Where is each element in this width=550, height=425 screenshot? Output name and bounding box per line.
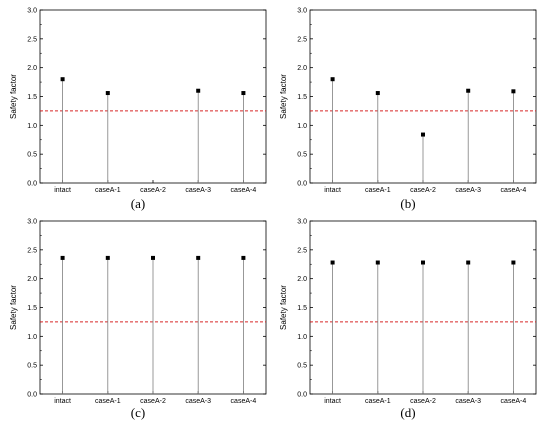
- data-point: [330, 260, 335, 265]
- y-tick-label: 1.0: [297, 334, 307, 341]
- y-tick-label: 3.0: [297, 8, 307, 15]
- data-point: [375, 260, 380, 265]
- x-tick-label: caseA-4: [501, 398, 527, 405]
- y-tick-label: 0.5: [27, 363, 37, 370]
- data-point: [466, 88, 471, 93]
- y-tick-label: 0.0: [27, 392, 37, 399]
- data-point: [241, 91, 246, 96]
- x-tick-label: caseA-1: [95, 398, 121, 405]
- y-tick-label: 1.5: [297, 94, 307, 101]
- x-tick-label: intact: [54, 187, 71, 194]
- chart-panel-b: 0.0 0.5 1.0 1.5 2.0 2.5 3.0 Safety factor intact…: [279, 8, 537, 194]
- data-point: [511, 260, 516, 265]
- y-tick-label: 1.0: [27, 123, 37, 130]
- y-tick-label: 0.5: [297, 152, 307, 159]
- x-tick-label: caseA-1: [365, 187, 391, 194]
- y-tick-label: 1.5: [297, 305, 307, 312]
- chart-panel-c: 0.0 0.5 1.0 1.5 2.0 2.5 3.0 Safety factor intact…: [9, 219, 267, 405]
- x-tick-label: caseA-3: [455, 398, 481, 405]
- y-axis-label: Safety factor: [9, 285, 18, 330]
- data-point: [466, 260, 471, 265]
- data-point: [60, 255, 65, 260]
- y-tick-label: 2.5: [27, 247, 37, 254]
- plot-frame: [39, 9, 267, 184]
- x-tick-label: caseA-3: [185, 398, 211, 405]
- x-tick-label: caseA-4: [501, 187, 527, 194]
- data-point: [151, 255, 155, 260]
- y-axis-label: Safety factor: [279, 74, 288, 119]
- x-tick-label: intact: [324, 398, 341, 405]
- y-tick-label: 3.0: [27, 219, 37, 226]
- x-tick-label: intact: [324, 187, 341, 194]
- y-tick-label: 1.0: [297, 123, 307, 130]
- x-tick-label: caseA-3: [185, 187, 211, 194]
- x-tick-label: caseA-2: [410, 187, 436, 194]
- y-tick-label: 0.0: [297, 181, 307, 188]
- y-tick-label: 2.5: [297, 36, 307, 43]
- data-point: [60, 77, 65, 82]
- data-point: [375, 91, 380, 96]
- y-axis-label: Safety factor: [9, 74, 18, 119]
- data-point: [105, 91, 110, 96]
- y-tick-label: 2.0: [297, 276, 307, 283]
- y-tick-label: 0.0: [297, 392, 307, 399]
- data-point: [421, 132, 425, 137]
- data-point: [241, 255, 246, 260]
- y-tick-label: 0.5: [27, 152, 37, 159]
- y-tick-label: 1.0: [27, 334, 37, 341]
- x-tick-label: caseA-1: [95, 187, 121, 194]
- panel-label-a: (a): [130, 196, 146, 211]
- x-tick-label: caseA-2: [140, 187, 166, 194]
- y-tick-label: 0.0: [27, 181, 37, 188]
- chart-panel-d: 0.0 0.5 1.0 1.5 2.0 2.5 3.0 Safety factor intact…: [279, 219, 537, 405]
- y-tick-label: 2.0: [27, 65, 37, 72]
- y-tick-label: 3.0: [27, 8, 37, 15]
- y-tick-label: 2.0: [27, 276, 37, 283]
- x-tick-label: caseA-4: [231, 187, 257, 194]
- x-tick-label: caseA-1: [365, 398, 391, 405]
- y-tick-label: 1.5: [27, 94, 37, 101]
- x-tick-label: caseA-3: [455, 187, 481, 194]
- x-tick-label: caseA-2: [410, 398, 436, 405]
- y-tick-label: 1.5: [27, 305, 37, 312]
- data-point: [421, 260, 425, 265]
- data-point: [330, 77, 335, 82]
- panel-label-d: (d): [400, 405, 416, 420]
- y-axis-label: Safety factor: [279, 285, 288, 330]
- panel-label-b: (b): [400, 196, 416, 211]
- data-point: [196, 88, 201, 93]
- x-tick-label: caseA-2: [140, 398, 166, 405]
- data-point: [196, 255, 201, 260]
- panel-label-c: (c): [130, 405, 146, 420]
- y-tick-label: 3.0: [297, 219, 307, 226]
- data-point: [105, 255, 110, 260]
- y-tick-label: 0.5: [297, 363, 307, 370]
- x-tick-label: caseA-4: [231, 398, 257, 405]
- data-point: [511, 89, 516, 94]
- y-tick-label: 2.5: [297, 247, 307, 254]
- x-tick-label: intact: [54, 398, 71, 405]
- y-tick-label: 2.0: [297, 65, 307, 72]
- chart-panel-a: 0.0 0.5 1.0 1.5 2.0 2.5 3.0 Safety factor intact…: [9, 8, 267, 194]
- y-tick-label: 2.5: [27, 36, 37, 43]
